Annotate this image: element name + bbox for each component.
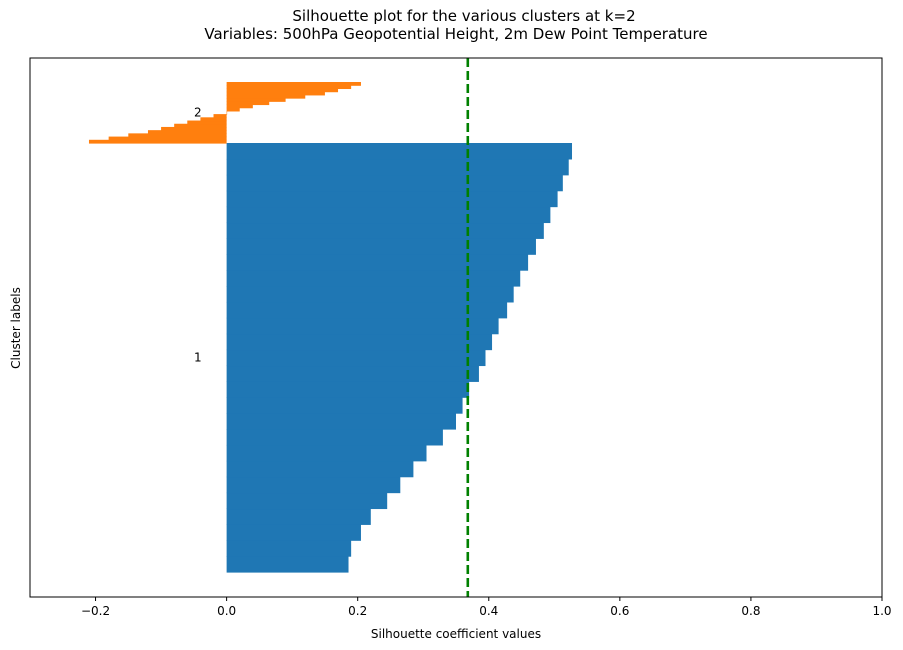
- silhouette-bar: [226, 174, 563, 192]
- silhouette-bar: [226, 524, 361, 541]
- silhouette-bar: [174, 123, 227, 128]
- x-axis-label: Silhouette coefficient values: [371, 627, 541, 641]
- cluster-label-1: 1: [194, 351, 202, 365]
- silhouette-bar: [226, 460, 414, 478]
- silhouette-bar: [226, 101, 270, 106]
- silhouette-bar: [226, 301, 508, 319]
- silhouette-bar: [226, 492, 388, 510]
- axes-frame: [29, 57, 883, 598]
- chart-title: Silhouette plot for the various clusters…: [292, 7, 635, 25]
- silhouette-bar: [226, 556, 349, 573]
- silhouette-bar: [226, 98, 286, 102]
- silhouette-bar: [226, 540, 352, 557]
- silhouette-bar: [226, 317, 499, 335]
- silhouette-bar: [226, 333, 493, 351]
- plot-area: 1 2 −0.2 0.0 0.2 0.4 0.6 0.8 1.0: [29, 57, 892, 618]
- silhouette-bar: [226, 508, 371, 525]
- silhouette-bar: [226, 286, 514, 303]
- cluster-label-2: 2: [194, 106, 202, 120]
- silhouette-bar: [226, 270, 521, 287]
- x-tick-label: 0.0: [217, 604, 236, 618]
- silhouette-bar: [226, 429, 443, 446]
- silhouette-bar: [226, 85, 352, 90]
- silhouette-bar: [226, 222, 544, 239]
- silhouette-bar: [226, 349, 486, 367]
- x-tick-label: 0.2: [348, 604, 367, 618]
- silhouette-bar: [226, 397, 463, 414]
- silhouette-bar: [147, 130, 227, 134]
- silhouette-bar: [88, 139, 227, 144]
- silhouette-bar: [226, 190, 558, 208]
- chart-subtitle: Variables: 500hPa Geopotential Height, 2…: [204, 25, 707, 43]
- silhouette-bar: [226, 82, 361, 86]
- silhouette-bar: [226, 110, 228, 115]
- x-tick-label: 0.8: [741, 604, 760, 618]
- silhouette-bar: [226, 254, 529, 271]
- silhouette-bar: [226, 88, 339, 93]
- silhouette-bar: [226, 476, 401, 494]
- silhouette-bar: [226, 158, 569, 176]
- silhouette-bar: [226, 381, 470, 398]
- silhouette-bar: [187, 120, 227, 125]
- y-axis-label: Cluster labels: [9, 287, 23, 369]
- silhouette-bar: [226, 206, 551, 224]
- x-tick-label: 0.4: [479, 604, 498, 618]
- x-tick-label: −0.2: [81, 604, 110, 618]
- cluster-1-silhouette: [226, 143, 573, 573]
- silhouette-bar: [226, 107, 240, 112]
- x-tick-label: 0.6: [610, 604, 629, 618]
- silhouette-bar: [200, 117, 227, 122]
- silhouette-bar: [226, 91, 325, 96]
- silhouette-bar: [128, 133, 227, 138]
- silhouette-bar: [226, 143, 573, 160]
- silhouette-bar: [226, 238, 536, 255]
- cluster-2-silhouette: [88, 82, 361, 144]
- x-tick-label: 1.0: [872, 604, 891, 618]
- silhouette-bar: [226, 94, 306, 99]
- silhouette-bar: [213, 114, 227, 118]
- silhouette-bar: [108, 136, 227, 141]
- silhouette-bar: [226, 365, 479, 382]
- silhouette-bar: [161, 126, 227, 131]
- silhouette-bar: [226, 413, 456, 430]
- silhouette-bar: [226, 444, 427, 462]
- silhouette-bar: [226, 104, 253, 109]
